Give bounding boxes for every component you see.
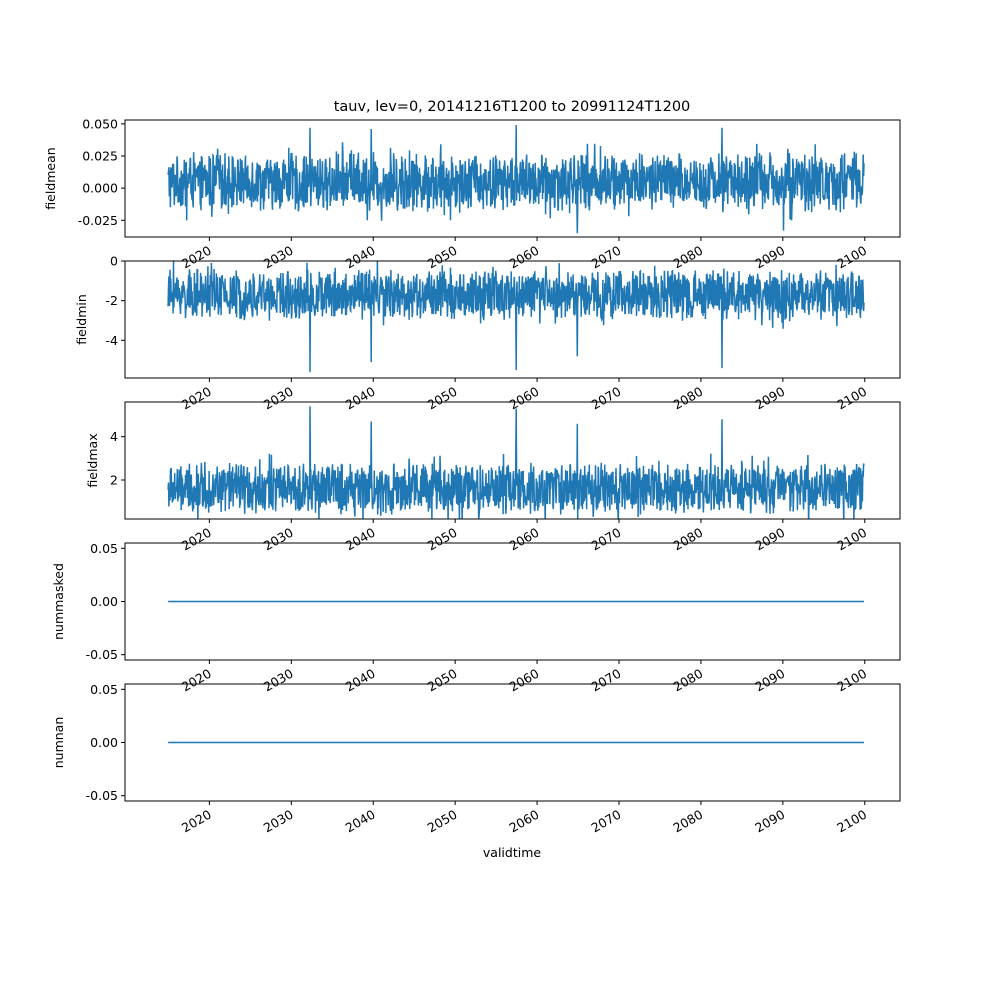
figure-title: tauv, lev=0, 20141216T1200 to 20991124T1… xyxy=(334,99,691,115)
series-line-fieldmin xyxy=(167,261,865,373)
series-line-fieldmean xyxy=(167,125,865,234)
axes-frame xyxy=(124,401,901,520)
y-tick-label: 2 xyxy=(110,473,118,488)
y-tick-label: 0.050 xyxy=(82,116,118,131)
axes-frame xyxy=(124,119,901,238)
y-axis-label: nummasked xyxy=(51,563,66,640)
y-tick-label: 0.05 xyxy=(90,541,118,556)
y-axis-label: fieldmin xyxy=(74,294,89,345)
y-axis-label: fieldmax xyxy=(85,433,100,487)
y-tick-label: -0.05 xyxy=(86,647,118,662)
y-axis-label: numnan xyxy=(51,717,66,769)
y-axis-label: fieldmean xyxy=(43,147,58,209)
y-tick-label: 0 xyxy=(110,254,118,269)
y-tick-label: 0.000 xyxy=(82,181,118,196)
y-tick-label: 0.00 xyxy=(90,735,118,750)
y-tick-label: -2 xyxy=(106,293,118,308)
axes-frame xyxy=(124,260,901,379)
y-tick-label: 4 xyxy=(110,429,118,444)
y-tick-label: 0.05 xyxy=(90,682,118,697)
series-line-fieldmax xyxy=(167,406,865,519)
y-tick-label: -4 xyxy=(106,333,119,348)
y-tick-label: 0.00 xyxy=(90,594,118,609)
x-axis-label: validtime xyxy=(483,845,541,860)
y-tick-label: 0.025 xyxy=(82,149,118,164)
y-tick-label: -0.05 xyxy=(86,788,118,803)
y-tick-label: -0.025 xyxy=(78,213,118,228)
